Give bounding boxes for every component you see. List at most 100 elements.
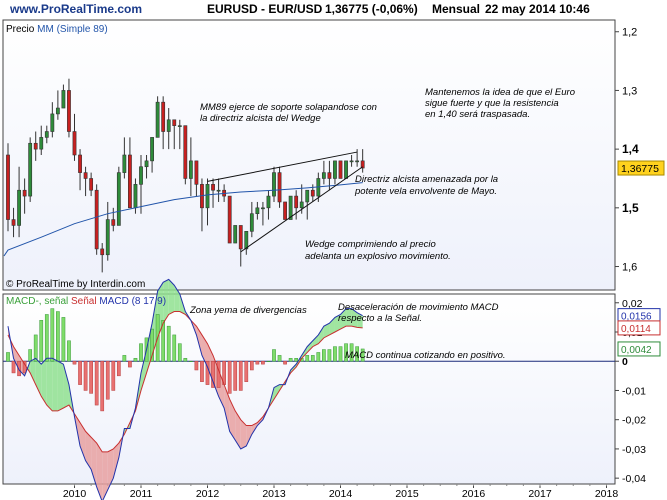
candle-body — [205, 184, 210, 209]
macd-signal-band — [340, 308, 347, 330]
candle-body — [355, 160, 360, 163]
macd-histogram-bar — [305, 355, 310, 362]
macd-signal-band — [57, 361, 64, 411]
macd-signal-band — [329, 317, 335, 335]
macd-signal-band — [52, 358, 58, 411]
candle-body — [94, 189, 99, 250]
macd-signal-band — [257, 416, 263, 426]
macd-signal-band — [201, 334, 208, 368]
macd-histogram-bar — [61, 317, 66, 362]
macd-badge: 0,0156 — [621, 312, 652, 323]
macd-signal-band — [357, 312, 363, 328]
macd-line — [7, 278, 363, 500]
macd-histogram-bar — [189, 360, 193, 362]
site-name[interactable]: www.ProRealTime.com — [10, 2, 143, 16]
macd-histogram-bar — [50, 308, 55, 362]
macd-histogram-bar — [266, 360, 271, 362]
instrument-name: EURUSD - EUR/USD — [207, 2, 323, 16]
macd-histogram-bar — [355, 346, 359, 362]
candle-body — [128, 154, 132, 209]
candle-body — [333, 160, 337, 179]
annotation-divergence: Zona yema de divergencias — [189, 305, 307, 316]
legend-signal: Señal — [71, 296, 99, 307]
candle-body — [349, 160, 354, 163]
macd-histogram-bar — [194, 360, 199, 371]
macd-signal-band — [107, 448, 114, 490]
macd-histogram-bar — [200, 360, 204, 382]
candle-body — [116, 172, 121, 226]
macd-histogram-bar — [128, 360, 132, 368]
price-ytick-label: 1,5 — [622, 201, 639, 215]
candle-body — [244, 231, 249, 250]
legend-hist: MACD-, señal — [6, 296, 71, 307]
xtick-label: 2010 — [63, 488, 87, 500]
candle-body — [139, 166, 143, 185]
xtick-label: 2014 — [329, 488, 353, 500]
xtick-label: 2017 — [528, 488, 552, 500]
macd-signal-band — [351, 308, 358, 328]
macd-legend: MACD-, señal Señal MACD (8 17 9) — [6, 296, 166, 307]
macd-histogram-bar — [116, 360, 121, 377]
macd-histogram-bar — [56, 311, 60, 362]
macd-histogram-bar — [78, 360, 82, 385]
macd-histogram-bar — [100, 360, 105, 412]
macd-histogram-bar — [105, 360, 110, 400]
macd-histogram-bar — [277, 355, 282, 362]
macd-histogram-bar — [28, 349, 33, 362]
candle-body — [249, 213, 254, 232]
timestamp: 22 may 2014 10:46 — [485, 2, 590, 16]
candle-body — [255, 207, 260, 214]
candle-body — [111, 219, 116, 226]
macd-histogram-bar — [255, 360, 260, 365]
signal-line — [7, 311, 363, 453]
wedge-line-lower — [240, 166, 363, 253]
macd-histogram-bar — [161, 320, 166, 362]
candle-body — [194, 160, 199, 185]
candle-body — [216, 189, 221, 192]
annotation-wedge-2: adelanta un explosivo movimiento. — [305, 251, 451, 262]
candle-body — [261, 207, 265, 210]
candle-body — [150, 137, 154, 162]
annotation-macd-positive: MACD continua cotizando en positivo. — [345, 350, 506, 361]
candle-body — [122, 154, 127, 173]
macd-signal-band — [229, 399, 236, 441]
macd-badge: 0,0042 — [621, 345, 652, 356]
macd-signal-band — [118, 428, 125, 458]
macd-signal-band — [323, 323, 330, 338]
macd-histogram-bar — [322, 349, 326, 362]
candle-body — [17, 189, 21, 226]
macd-histogram-bar — [139, 343, 143, 362]
annotation-decel-2: respecto a la Señal. — [338, 313, 422, 324]
macd-signal-band — [30, 358, 36, 385]
macd-histogram-bar — [211, 360, 215, 388]
macd-histogram-bar — [6, 352, 10, 362]
candle-body — [211, 184, 215, 191]
macd-histogram-bar — [294, 358, 299, 362]
candle-body — [238, 225, 243, 250]
candle-body — [283, 201, 287, 220]
macd-signal-band — [174, 285, 180, 312]
price-ytick-label: 1,4 — [622, 142, 639, 156]
xtick-label: 2016 — [462, 488, 486, 500]
price-pane — [2, 19, 616, 291]
candle-body — [39, 137, 44, 150]
macd-signal-band — [318, 326, 324, 344]
macd-histogram-bar — [122, 355, 127, 362]
macd-signal-band — [63, 364, 69, 408]
macd-signal-band — [312, 334, 319, 347]
candle-body — [133, 184, 138, 209]
macd-histogram-bar — [338, 346, 343, 362]
macd-histogram-bar — [166, 325, 171, 362]
annotation-ma-support-1: MM89 ejerce de soporte solapandose con — [200, 102, 377, 113]
macd-signal-band — [274, 384, 280, 400]
candle-body — [89, 178, 94, 191]
macd-histogram-bar — [344, 343, 348, 362]
candle-body — [172, 119, 177, 126]
macd-ytick-label: 0 — [622, 356, 628, 368]
copyright-label: © ProRealTime by Interdin.com — [6, 279, 145, 290]
candle-body — [44, 131, 49, 138]
macd-badge-box — [617, 320, 661, 336]
macd-histogram-bar — [133, 358, 138, 362]
annotation-euro-strong-1: Mantenemos la idea de que el Euro — [425, 87, 575, 98]
